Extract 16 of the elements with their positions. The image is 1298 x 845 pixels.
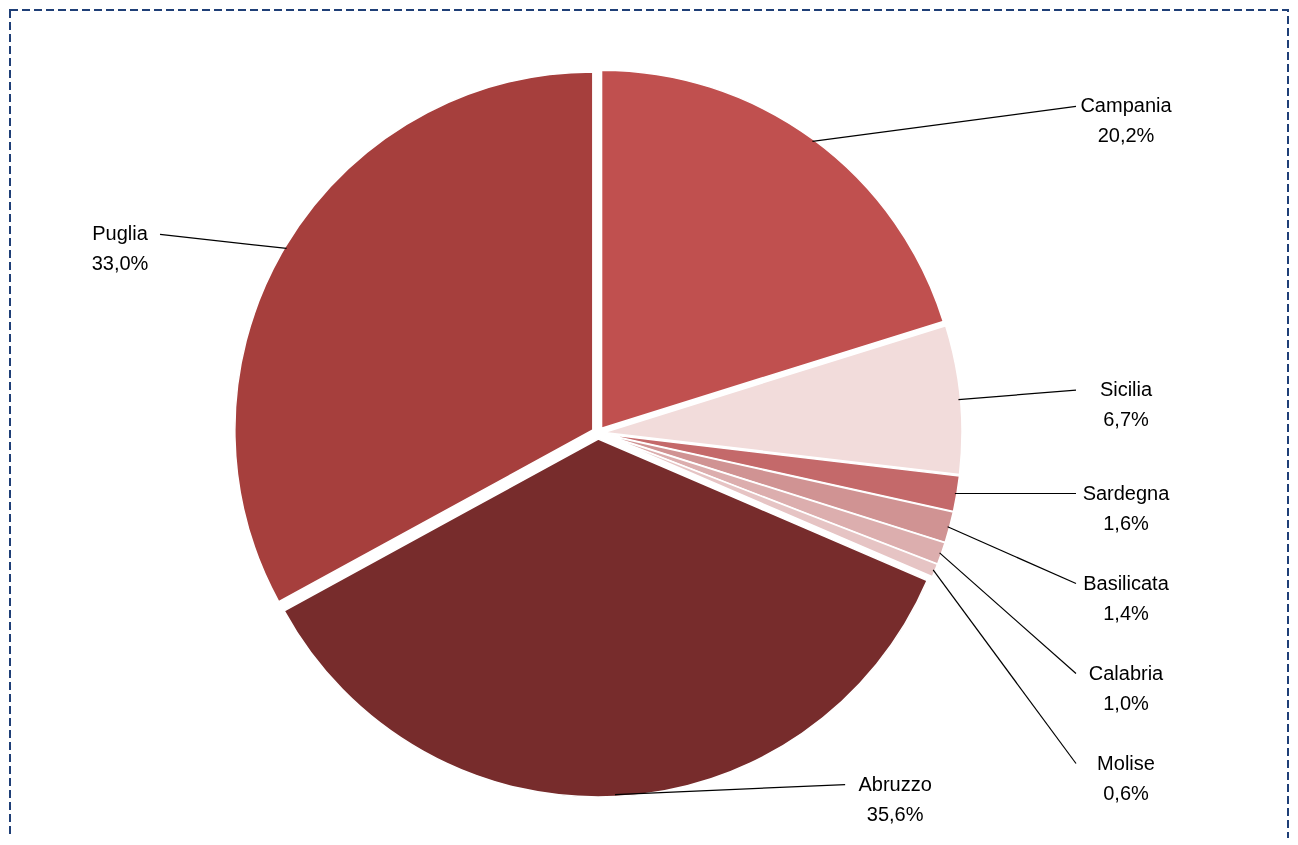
data-label: 1,6% bbox=[1103, 511, 1150, 534]
data-label: 35,6% bbox=[866, 802, 924, 825]
slice-label: Campania bbox=[1080, 94, 1173, 117]
slice-label: Abruzzo bbox=[858, 772, 932, 795]
data-label: 33,0% bbox=[91, 252, 149, 275]
slice-label: Sardegna bbox=[1082, 481, 1171, 504]
slice-label: Molise bbox=[1097, 751, 1155, 774]
slice-label: Calabria bbox=[1088, 661, 1165, 684]
data-label: 6,7% bbox=[1103, 408, 1150, 431]
slice-label: Sicilia bbox=[1099, 378, 1153, 401]
slice-label: Basilicata bbox=[1083, 571, 1170, 594]
data-label: 20,2% bbox=[1097, 124, 1155, 147]
slice-label: Puglia bbox=[92, 222, 149, 245]
data-label: 0,6% bbox=[1103, 781, 1150, 804]
data-label: 1,4% bbox=[1103, 601, 1150, 624]
data-label: 1,0% bbox=[1103, 691, 1150, 714]
